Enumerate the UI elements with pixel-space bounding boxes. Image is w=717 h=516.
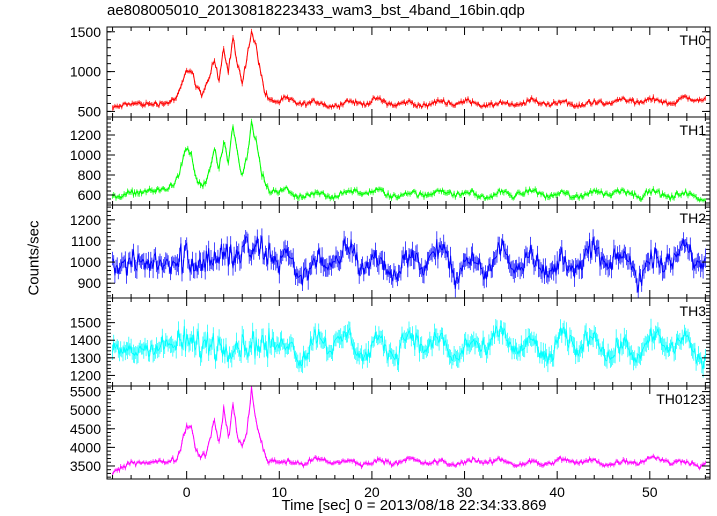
th2-series-line xyxy=(112,235,706,293)
th0-panel-label: TH0 xyxy=(680,32,707,48)
th1-series-line xyxy=(112,120,706,202)
th3-panel-label: TH3 xyxy=(680,303,707,319)
th2-y-tick-label: 900 xyxy=(78,275,102,291)
th0-y-tick-label: 1000 xyxy=(70,64,101,80)
th0123-y-tick-label: 4500 xyxy=(70,421,101,437)
th3-error-bars xyxy=(112,318,706,378)
th0-panel-frame xyxy=(106,26,711,118)
th2-error-bars xyxy=(112,228,706,298)
th1-y-tick-label: 1200 xyxy=(70,127,101,143)
x-tick-label: 50 xyxy=(642,484,658,500)
x-tick-label: 40 xyxy=(549,484,565,500)
x-tick-label: 10 xyxy=(271,484,287,500)
x-axis-label: Time [sec] 0 = 2013/08/18 22:34:33.869 xyxy=(281,497,547,514)
x-tick-label: 0 xyxy=(183,484,191,500)
th3-y-tick-label: 1400 xyxy=(70,332,101,348)
th2-panel-label: TH2 xyxy=(680,210,707,226)
th0123-series-line xyxy=(112,386,706,475)
th3-y-tick-label: 1500 xyxy=(70,315,101,331)
th2-y-tick-label: 1000 xyxy=(70,254,101,270)
th2-y-tick-label: 1100 xyxy=(71,233,101,249)
th1-y-tick-label: 800 xyxy=(78,167,102,183)
th0-y-tick-label: 500 xyxy=(78,103,102,119)
th0123-y-tick-label: 3500 xyxy=(70,458,101,474)
th0123-error-bars xyxy=(112,386,706,477)
th0123-y-tick-label: 5000 xyxy=(70,402,101,418)
th1-y-tick-label: 600 xyxy=(78,187,102,203)
th0-error-bars xyxy=(112,28,706,111)
th0123-y-tick-label: 5500 xyxy=(70,384,101,400)
th3-y-tick-label: 1200 xyxy=(70,367,101,383)
th0123-panel-label: TH0123 xyxy=(656,391,706,407)
th1-y-tick-label: 1000 xyxy=(70,147,101,163)
th1-panel-label: TH1 xyxy=(680,122,707,138)
th1-error-bars xyxy=(112,118,706,203)
th0-y-tick-label: 1500 xyxy=(70,24,101,40)
x-tick-label: 20 xyxy=(364,484,380,500)
th3-y-tick-label: 1300 xyxy=(70,350,101,366)
th0123-y-tick-label: 4000 xyxy=(70,439,101,455)
th0-series-line xyxy=(112,30,706,110)
chart-title: ae808005010_20130818223433_wam3_bst_4ban… xyxy=(107,2,525,19)
th2-y-tick-label: 1200 xyxy=(70,212,101,228)
x-tick-label: 30 xyxy=(457,484,473,500)
th3-series-line xyxy=(112,324,706,370)
